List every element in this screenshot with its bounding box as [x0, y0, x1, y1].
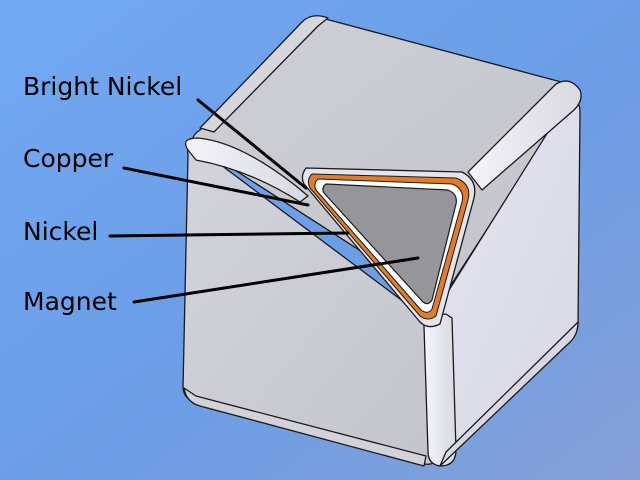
cube — [182, 15, 582, 467]
magnet-core — [322, 183, 457, 305]
cube-edge-bottom-left — [183, 387, 427, 467]
label-magnet: Magnet — [23, 287, 117, 316]
leader-line-copper — [122, 166, 310, 207]
leader-line-magnet — [132, 256, 420, 304]
cube-edge-bottom-right — [439, 321, 579, 467]
label-bright-nickel: Bright Nickel — [23, 72, 183, 101]
leader-line-bright-nickel — [196, 98, 308, 190]
cut-corner — [301, 167, 476, 328]
label-nickel: Nickel — [23, 217, 99, 246]
cube-edge-left-top — [184, 137, 309, 203]
label-copper: Copper — [23, 144, 114, 173]
cube-edge-front-vertical — [423, 313, 457, 467]
leader-line-nickel — [108, 231, 350, 238]
cube-edge-back — [199, 15, 329, 133]
leader-lines — [108, 98, 420, 304]
cube-edge-right-top — [467, 80, 582, 191]
